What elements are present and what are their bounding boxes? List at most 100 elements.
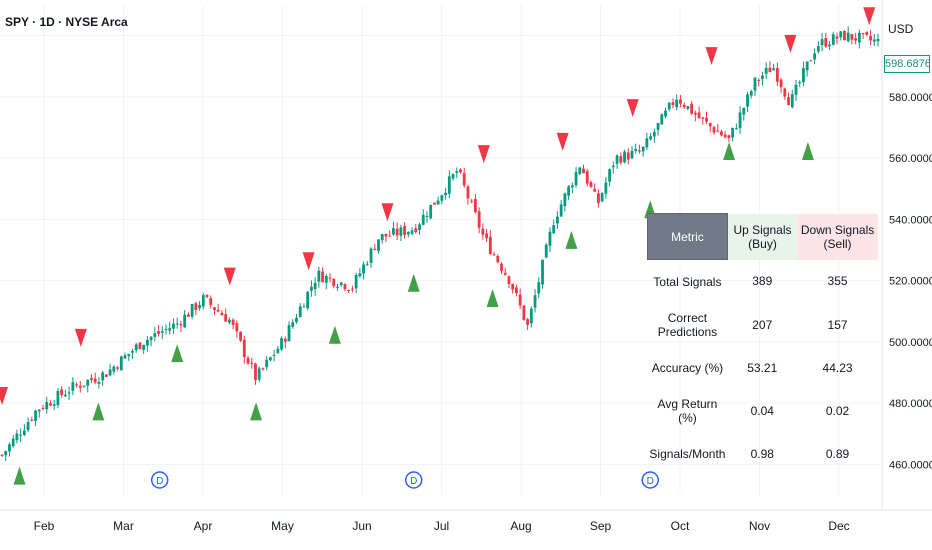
candle-body [280,338,283,350]
candle-body [52,404,56,406]
candle-body [145,339,149,346]
candle-body [701,117,705,119]
candle-body [556,216,559,224]
candle-body [705,117,708,122]
y-tick-label: 500.00000 [889,337,932,349]
time-axis[interactable]: Feb Mar Apr May Jun Jul Aug Sep Oct Nov Dec [0,509,932,533]
candle-body [119,356,123,371]
dividend-marker [641,471,659,489]
candle-body [589,181,593,187]
candle-body [403,226,406,235]
candle-body [436,200,440,205]
candle-body [15,433,19,441]
candle-body [872,39,876,42]
dividend-marker-label: D [156,476,163,487]
candle-body [339,282,343,285]
candle-body [302,306,306,308]
candle-body [198,305,201,309]
candle-body [395,228,399,236]
candle-body [425,216,429,218]
candle-body [22,430,26,435]
sell-signal-marker [381,203,394,222]
candle-body [742,108,746,115]
candle-body [604,182,608,194]
candle-body [731,127,735,138]
candle-body [313,282,317,290]
candle-body [645,138,649,148]
x-tick-label: Mar [113,519,134,533]
table-row: Avg Return (%) 0.04 0.02 [648,389,879,432]
candle-body [183,314,187,328]
candle-body [34,410,37,421]
candle-body [831,34,835,45]
candle-body [682,104,686,108]
candle-body [515,287,518,294]
candle-body [265,359,269,368]
buy-signal-marker [328,325,341,344]
candle-body [351,288,354,290]
candle-body [488,236,492,254]
table-header-row: Metric Up Signals (Buy) Down Signals (Se… [647,213,878,260]
candle-body [216,309,220,312]
candle-body [734,128,738,130]
candle-body [11,438,15,447]
buy-signal-marker [407,273,420,292]
candle-body [570,185,574,188]
price-axis[interactable]: 580.00000 560.00000 540.00000 520.00000 500.… [881,0,932,510]
candle-body [421,214,425,225]
candlestick-series [0,26,880,462]
symbol-title[interactable]: SPY · 1D · NYSE Arca [5,15,128,29]
metric-label: Correct Predictions [657,310,718,339]
candle-body [828,44,831,47]
candle-body [186,314,190,317]
candle-body [869,35,872,41]
x-tick-label: Jun [352,519,371,533]
candle-body [611,165,615,168]
candle-body [168,328,172,331]
dividend-marker [404,471,423,489]
candle-body [444,192,447,195]
up-value: 207 [752,317,773,332]
header-down-signals: Down Signals (Sell) [797,213,878,260]
y-tick-label: 560.00000 [889,153,932,165]
candle-body [597,193,600,204]
header-up-signals: Up Signals (Buy) [727,213,798,260]
candle-body [254,363,257,381]
candle-body [652,131,656,137]
candle-body [820,39,824,45]
candle-body [764,67,768,74]
candle-body [123,355,127,359]
candle-body [8,444,11,452]
candle-body [578,167,582,174]
candle-body [250,363,254,365]
candle-body [116,367,119,369]
currency-label[interactable]: USD [888,22,914,36]
candle-body [93,378,97,383]
candle-body [492,254,496,256]
candle-body [60,389,64,395]
candle-body [362,264,365,274]
candle-body [373,248,377,250]
candle-body [727,135,731,138]
up-value: 0.04 [750,403,774,418]
candle-body [134,344,138,351]
candle-body [816,46,820,52]
candle-body [131,350,134,353]
candle-body [295,317,298,323]
down-value: 0.02 [825,403,850,418]
candle-body [30,419,34,421]
candle-body [667,102,671,110]
candle-body [757,79,761,81]
x-tick-label: Sep [590,519,612,533]
candle-body [839,31,843,38]
metric-label: Avg Return (%) [657,396,718,425]
candle-body [261,368,265,370]
candle-body [660,114,664,125]
candle-body [317,270,321,282]
candle-body [377,239,380,251]
candle-body [630,150,634,159]
candle-body [4,450,8,456]
buy-signal-marker [13,466,26,485]
candle-body [213,307,216,311]
